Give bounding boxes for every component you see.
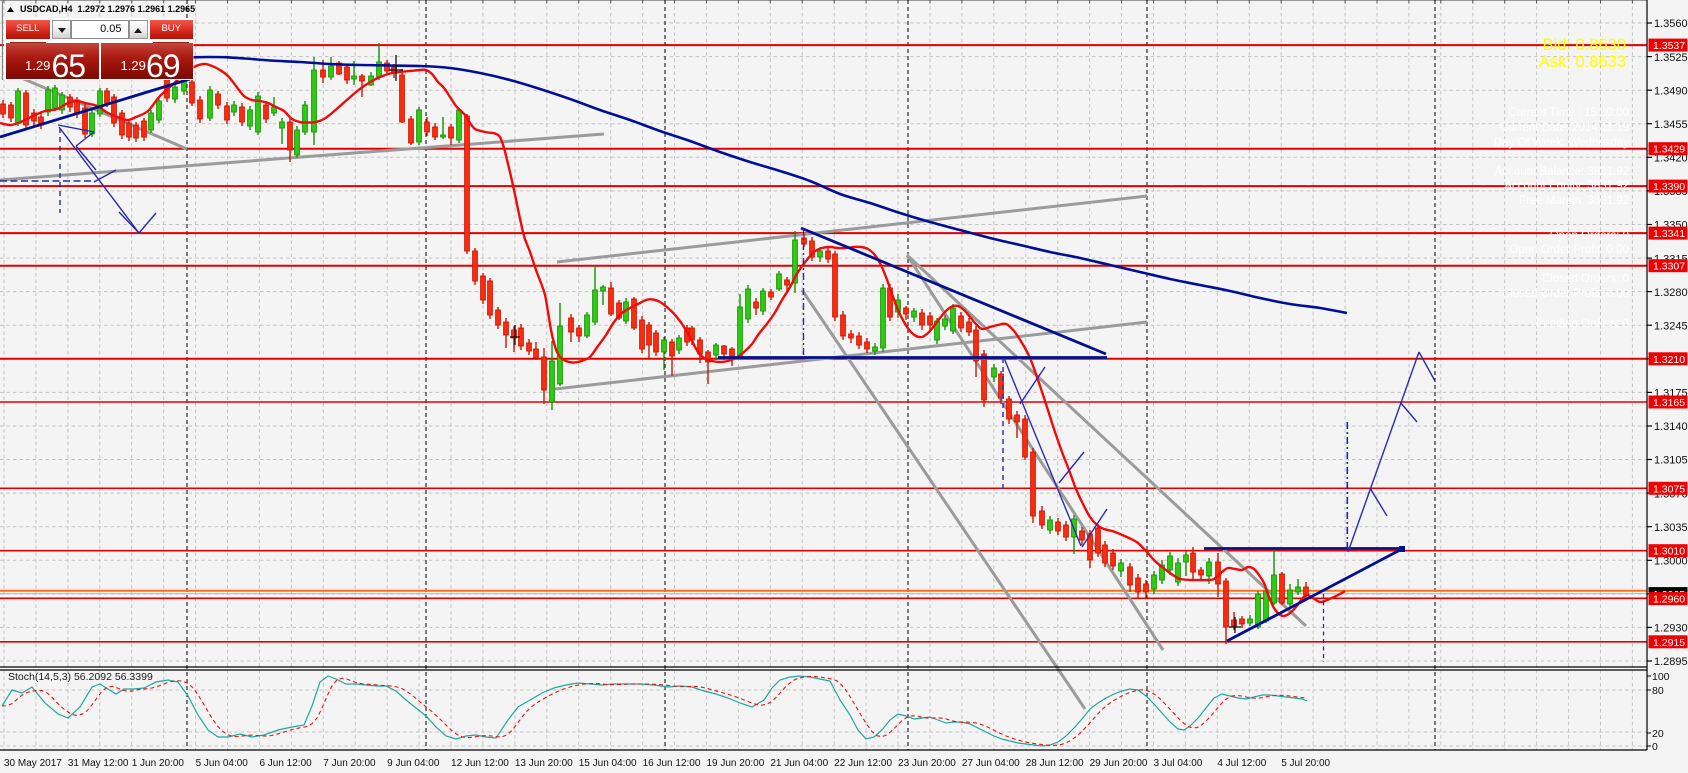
svg-text:1.3245: 1.3245 bbox=[1654, 320, 1688, 332]
svg-text:1.3210: 1.3210 bbox=[1653, 354, 1685, 366]
svg-text:1.2930: 1.2930 bbox=[1654, 623, 1688, 635]
svg-text:1.3560: 1.3560 bbox=[1654, 18, 1688, 30]
svg-text:1.2960: 1.2960 bbox=[1653, 594, 1685, 606]
svg-text:Account Balance: 3831.92: Account Balance: 3831.92 bbox=[1495, 166, 1629, 178]
svg-text:Ask: 0.8633: Ask: 0.8633 bbox=[1539, 53, 1626, 71]
svg-text:16 Jun 12:00: 16 Jun 12:00 bbox=[643, 758, 701, 769]
svg-text:4 Jul 12:00: 4 Jul 12:00 bbox=[1217, 758, 1266, 769]
svg-text:3 Jul 04:00: 3 Jul 04:00 bbox=[1153, 758, 1202, 769]
svg-text:27 Jun 04:00: 27 Jun 04:00 bbox=[962, 758, 1020, 769]
svg-text:80: 80 bbox=[1652, 685, 1664, 697]
svg-text:1.3525: 1.3525 bbox=[1654, 52, 1688, 64]
svg-text:1.3420: 1.3420 bbox=[1654, 153, 1688, 165]
svg-text:19 Jun 20:00: 19 Jun 20:00 bbox=[706, 758, 764, 769]
svg-text:1.3341: 1.3341 bbox=[1653, 228, 1685, 240]
svg-text:Closed Orders: 0: Closed Orders: 0 bbox=[1542, 273, 1629, 285]
svg-text:15 Jun 04:00: 15 Jun 04:00 bbox=[579, 758, 637, 769]
svg-text:1.3165: 1.3165 bbox=[1653, 397, 1685, 409]
svg-text:1.3307: 1.3307 bbox=[1653, 261, 1685, 273]
svg-text:23 Jun 20:00: 23 Jun 20:00 bbox=[898, 758, 956, 769]
svg-text:6 Jun 12:00: 6 Jun 12:00 bbox=[259, 758, 312, 769]
svg-text:1.3010: 1.3010 bbox=[1653, 546, 1685, 558]
svg-text:22 Jun 12:00: 22 Jun 12:00 bbox=[834, 758, 892, 769]
svg-text:1.3035: 1.3035 bbox=[1654, 522, 1688, 534]
svg-text:1.3390: 1.3390 bbox=[1653, 181, 1685, 193]
svg-text:9 Jun 04:00: 9 Jun 04:00 bbox=[387, 758, 440, 769]
svg-text:31 May 12:00: 31 May 12:00 bbox=[68, 758, 129, 769]
svg-text:1 Jun 20:00: 1 Jun 20:00 bbox=[132, 758, 185, 769]
svg-text:Bid: 0.8630: Bid: 0.8630 bbox=[1543, 36, 1626, 54]
svg-text:1.3537: 1.3537 bbox=[1653, 40, 1685, 52]
svg-text:Account Equity: 3831.92: Account Equity: 3831.92 bbox=[1504, 180, 1629, 192]
svg-text:Day Of Week: Wednesday: Day Of Week: Wednesday bbox=[1494, 137, 1629, 149]
svg-text:1.3455: 1.3455 bbox=[1654, 119, 1688, 131]
svg-text:Current Date: 2014.11.19: Current Date: 2014.11.19 bbox=[1500, 122, 1629, 134]
svg-text:7 Jun 20:00: 7 Jun 20:00 bbox=[323, 758, 376, 769]
svg-text:1.3000: 1.3000 bbox=[1654, 555, 1688, 567]
svg-text:20: 20 bbox=[1652, 728, 1664, 740]
svg-text:100: 100 bbox=[1652, 671, 1670, 683]
svg-text:Current Time : 15:00:00: Current Time : 15:00:00 bbox=[1508, 107, 1629, 119]
svg-text:Stoch(14,5,3) 56.2092 56.3399: Stoch(14,5,3) 56.2092 56.3399 bbox=[8, 671, 153, 683]
svg-text:Open Orders: 0: Open Orders: 0 bbox=[1550, 230, 1629, 242]
svg-text:1.3105: 1.3105 bbox=[1654, 455, 1688, 467]
svg-text:28 Jun 12:00: 28 Jun 12:00 bbox=[1026, 758, 1084, 769]
svg-text:1.3075: 1.3075 bbox=[1653, 483, 1685, 495]
svg-text:12 Jun 12:00: 12 Jun 12:00 bbox=[451, 758, 509, 769]
svg-text:1.3280: 1.3280 bbox=[1654, 287, 1688, 299]
svg-text:21 Jun 04:00: 21 Jun 04:00 bbox=[770, 758, 828, 769]
svg-text:Closed Order Profit: 0.00: Closed Order Profit: 0.00 bbox=[1502, 288, 1629, 300]
svg-text:29 Jun 20:00: 29 Jun 20:00 bbox=[1090, 758, 1148, 769]
svg-text:1.3490: 1.3490 bbox=[1654, 85, 1688, 97]
svg-text:30 May 2017: 30 May 2017 bbox=[4, 758, 62, 769]
svg-text:5 Jul 20:00: 5 Jul 20:00 bbox=[1281, 758, 1330, 769]
svg-text:1.2915: 1.2915 bbox=[1653, 637, 1685, 649]
svg-text:5 Jun 04:00: 5 Jun 04:00 bbox=[196, 758, 249, 769]
svg-text:Open Order Profit: 0.00: Open Order Profit: 0.00 bbox=[1509, 244, 1629, 256]
svg-text:Free Margin: 3831.92: Free Margin: 3831.92 bbox=[1519, 195, 1629, 207]
svg-text:1.3429: 1.3429 bbox=[1653, 144, 1685, 156]
svg-text:Pending Orders: 0: Pending Orders: 0 bbox=[1536, 318, 1629, 330]
svg-text:0: 0 bbox=[1652, 741, 1658, 753]
svg-text:1.3140: 1.3140 bbox=[1654, 421, 1688, 433]
svg-text:1.2895: 1.2895 bbox=[1654, 656, 1688, 668]
svg-text:13 Jun 20:00: 13 Jun 20:00 bbox=[515, 758, 573, 769]
